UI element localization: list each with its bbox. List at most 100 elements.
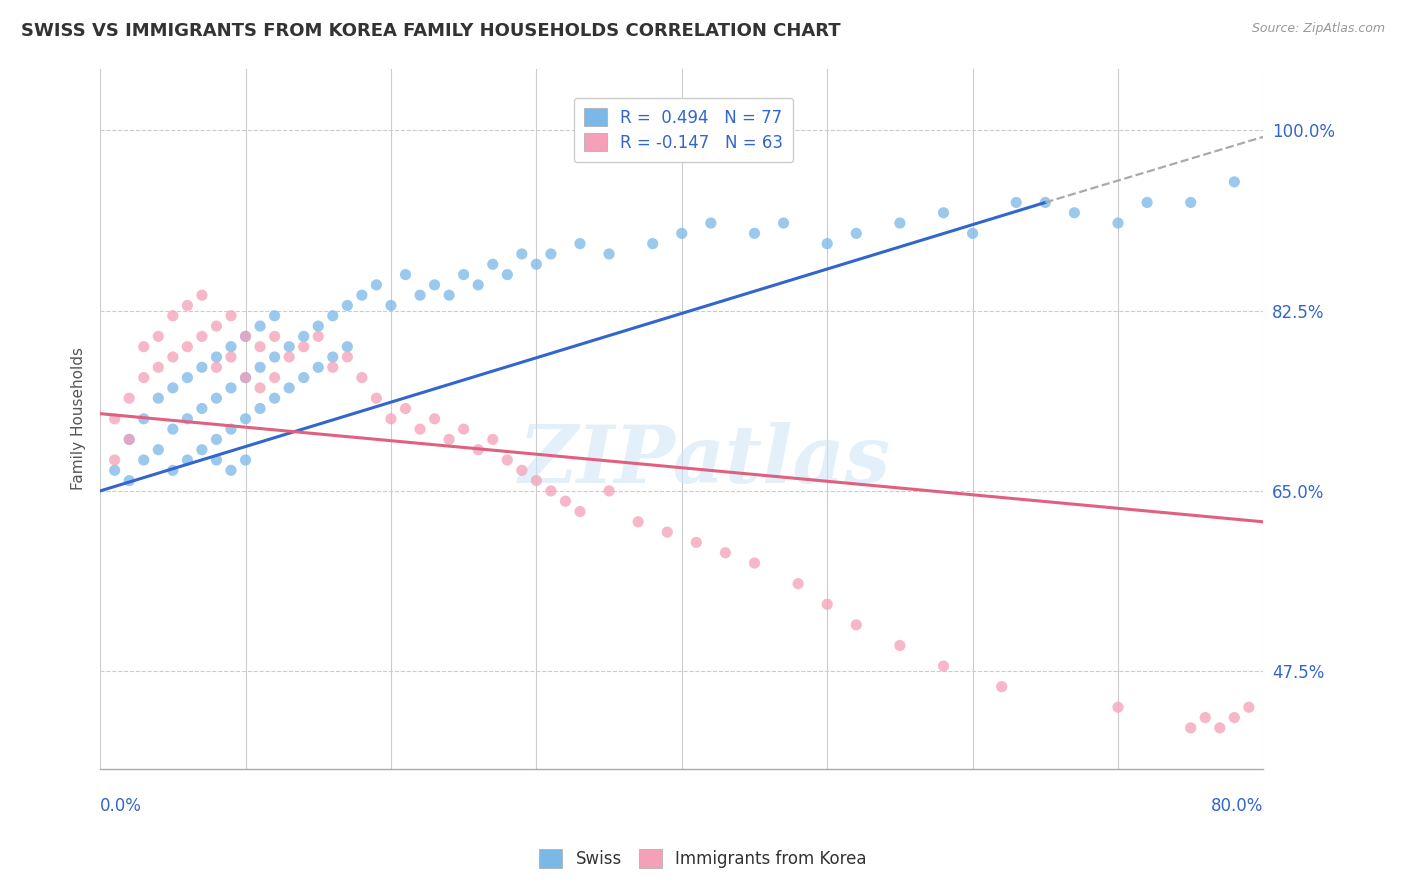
Point [598, 247, 620, 261]
Point [104, 463, 127, 477]
Point [118, 433, 141, 447]
Point [962, 227, 984, 241]
Point [235, 329, 257, 343]
Point [278, 350, 301, 364]
Point [815, 236, 838, 251]
Point [205, 319, 228, 334]
Point [437, 288, 460, 302]
Point [598, 483, 620, 498]
Point [205, 360, 228, 375]
Point [1107, 216, 1129, 230]
Point [292, 370, 315, 384]
Point [148, 360, 170, 375]
Point [510, 247, 533, 261]
Point [481, 257, 503, 271]
Point [524, 474, 547, 488]
Point [307, 329, 329, 343]
Point [1063, 206, 1085, 220]
Point [278, 381, 301, 395]
Point [219, 350, 242, 364]
Point [219, 463, 242, 477]
Point [263, 391, 285, 405]
Point [219, 381, 242, 395]
Point [889, 639, 911, 653]
Point [569, 236, 592, 251]
Point [1005, 195, 1028, 210]
Text: SWISS VS IMMIGRANTS FROM KOREA FAMILY HOUSEHOLDS CORRELATION CHART: SWISS VS IMMIGRANTS FROM KOREA FAMILY HO… [21, 22, 841, 40]
Point [249, 340, 271, 354]
Point [176, 453, 198, 467]
Point [366, 277, 388, 292]
Point [990, 680, 1012, 694]
Point [1180, 721, 1202, 735]
Point [700, 216, 723, 230]
Point [627, 515, 650, 529]
Point [148, 442, 170, 457]
Text: Source: ZipAtlas.com: Source: ZipAtlas.com [1251, 22, 1385, 36]
Point [496, 453, 519, 467]
Point [481, 433, 503, 447]
Y-axis label: Family Households: Family Households [72, 347, 86, 491]
Point [1194, 710, 1216, 724]
Point [263, 370, 285, 384]
Point [671, 227, 693, 241]
Point [714, 546, 737, 560]
Text: 80.0%: 80.0% [1211, 797, 1264, 815]
Point [467, 442, 489, 457]
Point [205, 453, 228, 467]
Point [162, 350, 184, 364]
Point [176, 340, 198, 354]
Point [787, 576, 810, 591]
Point [1180, 195, 1202, 210]
Point [191, 329, 214, 343]
Point [336, 340, 359, 354]
Point [423, 277, 446, 292]
Point [350, 370, 373, 384]
Point [132, 340, 155, 354]
Legend: R =  0.494   N = 77, R = -0.147   N = 63: R = 0.494 N = 77, R = -0.147 N = 63 [574, 98, 793, 161]
Point [322, 309, 344, 323]
Point [219, 340, 242, 354]
Point [162, 463, 184, 477]
Point [235, 412, 257, 426]
Point [350, 288, 373, 302]
Point [322, 360, 344, 375]
Point [394, 401, 416, 416]
Point [118, 433, 141, 447]
Point [278, 340, 301, 354]
Point [235, 453, 257, 467]
Point [118, 474, 141, 488]
Point [162, 422, 184, 436]
Point [336, 298, 359, 312]
Point [1223, 710, 1246, 724]
Point [132, 453, 155, 467]
Point [176, 370, 198, 384]
Point [191, 288, 214, 302]
Point [467, 277, 489, 292]
Point [336, 350, 359, 364]
Text: ZIPatlas: ZIPatlas [519, 422, 891, 500]
Point [292, 329, 315, 343]
Point [307, 319, 329, 334]
Point [205, 391, 228, 405]
Point [263, 309, 285, 323]
Point [845, 618, 868, 632]
Point [322, 350, 344, 364]
Point [1107, 700, 1129, 714]
Point [263, 329, 285, 343]
Point [235, 329, 257, 343]
Point [744, 556, 766, 570]
Point [205, 433, 228, 447]
Point [453, 422, 475, 436]
Point [191, 442, 214, 457]
Point [249, 360, 271, 375]
Point [409, 422, 432, 436]
Point [307, 360, 329, 375]
Point [176, 298, 198, 312]
Point [162, 309, 184, 323]
Point [366, 391, 388, 405]
Point [235, 370, 257, 384]
Point [1223, 175, 1246, 189]
Point [1033, 195, 1056, 210]
Point [263, 350, 285, 364]
